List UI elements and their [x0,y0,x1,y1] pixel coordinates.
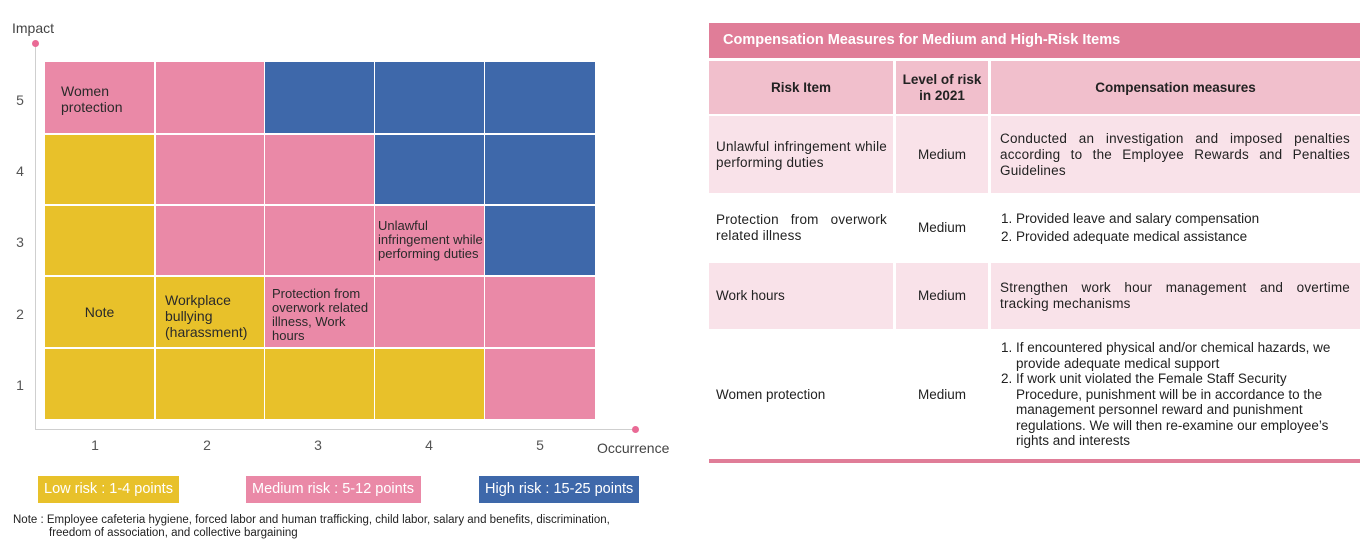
row-4-level: Medium [896,332,988,457]
x-tick-5: 5 [536,437,544,453]
matrix-cell-impact-5-occurrence-1: Women protection [45,62,154,133]
legend-medium-risk: Medium risk : 5-12 points [246,476,421,503]
matrix-cell-impact-1-occurrence-1 [45,349,154,419]
matrix-cell-impact-4-occurrence-3 [265,135,374,204]
row-4-item: Women protection [709,332,893,457]
row-2-measures: Provided leave and salary compensation P… [991,196,1360,260]
legend-low-risk: Low risk : 1-4 points [38,476,179,503]
cell-label-workplace-bullying: Workplace bullying (harassment) [165,292,248,340]
matrix-cell-impact-2-occurrence-5 [485,277,595,347]
row-2-measure-1: Provided leave and salary compensation [1016,211,1259,227]
header-risk-item: Risk Item [709,61,893,114]
row-3-level: Medium [896,263,988,329]
y-axis-line [35,44,36,430]
x-tick-1: 1 [91,437,99,453]
matrix-cell-impact-3-occurrence-3 [265,206,374,275]
row-2-level: Medium [896,196,988,260]
cell-label-overwork-work-hours: Protection from overwork related illness… [272,286,369,343]
cell-label-unlawful-infringement: Unlawful infringement while performing d… [378,218,483,261]
row-2-measure-list: Provided leave and salary compensation P… [1000,211,1259,245]
x-tick-3: 3 [314,437,322,453]
cell-label-women-protection: Women protection [61,83,123,115]
matrix-cell-impact-3-occurrence-4: Unlawful infringement while performing d… [375,206,484,275]
y-tick-3: 3 [16,234,24,250]
row-2-measure-2: Provided adequate medical assistance [1016,229,1259,245]
matrix-note: Note : Employee cafeteria hygiene, force… [13,514,610,540]
matrix-cell-impact-5-occurrence-5 [485,62,595,133]
y-tick-4: 4 [16,163,24,179]
matrix-cell-impact-2-occurrence-4 [375,277,484,347]
y-tick-1: 1 [16,377,24,393]
matrix-cell-impact-4-occurrence-4 [375,135,484,204]
row-3-item: Work hours [709,263,893,329]
matrix-cell-impact-3-occurrence-5 [485,206,595,275]
note-line-1: Note : Employee cafeteria hygiene, force… [13,514,610,526]
matrix-cell-impact-5-occurrence-3 [265,62,374,133]
y-tick-2: 2 [16,306,24,322]
row-4-measures: If encountered physical and/or chemical … [991,332,1360,457]
row-4-measure-2: If work unit violated the Female Staff S… [1016,371,1350,449]
matrix-cell-impact-2-occurrence-2: Workplace bullying (harassment) [156,277,264,347]
row-1-measures: Conducted an investigation and imposed p… [991,116,1360,193]
y-tick-5: 5 [16,92,24,108]
x-axis-dot [632,426,639,433]
table-bottom-rule [709,459,1360,463]
row-3-measures: Strengthen work hour management and over… [991,263,1360,329]
matrix-cell-impact-4-occurrence-2 [156,135,264,204]
y-axis-dot [32,40,39,47]
matrix-cell-impact-5-occurrence-4 [375,62,484,133]
y-axis-title: Impact [12,20,55,36]
row-2-item: Protection from overwork related illness [709,196,893,260]
matrix-cell-impact-1-occurrence-2 [156,349,264,419]
x-axis-title: Occurrence [597,440,670,456]
row-1-level: Medium [896,116,988,193]
header-level-of-risk: Level of risk in 2021 [896,61,988,114]
x-axis-line [35,429,635,430]
header-compensation-measures: Compensation measures [991,61,1360,114]
x-tick-4: 4 [425,437,433,453]
row-4-measure-list: If encountered physical and/or chemical … [1000,340,1350,449]
row-4-measure-1: If encountered physical and/or chemical … [1016,340,1350,371]
matrix-cell-impact-1-occurrence-3 [265,349,374,419]
matrix-cell-impact-3-occurrence-1 [45,206,154,275]
x-tick-2: 2 [203,437,211,453]
matrix-cell-impact-4-occurrence-5 [485,135,595,204]
matrix-cell-impact-2-occurrence-1: Note [45,277,154,347]
row-1-item: Unlawful infringement while performing d… [709,116,893,193]
table-title: Compensation Measures for Medium and Hig… [709,23,1360,58]
matrix-cell-impact-1-occurrence-4 [375,349,484,419]
legend-high-risk: High risk : 15-25 points [479,476,639,503]
note-line-2: freedom of association, and collective b… [49,527,298,539]
matrix-cell-impact-3-occurrence-2 [156,206,264,275]
matrix-cell-impact-5-occurrence-2 [156,62,264,133]
matrix-cell-impact-1-occurrence-5 [485,349,595,419]
risk-matrix: Women protection Unlawful infringement wh… [45,62,595,419]
cell-label-note: Note [84,304,115,320]
matrix-cell-impact-2-occurrence-3: Protection from overwork related illness… [265,277,374,347]
matrix-cell-impact-4-occurrence-1 [45,135,154,204]
